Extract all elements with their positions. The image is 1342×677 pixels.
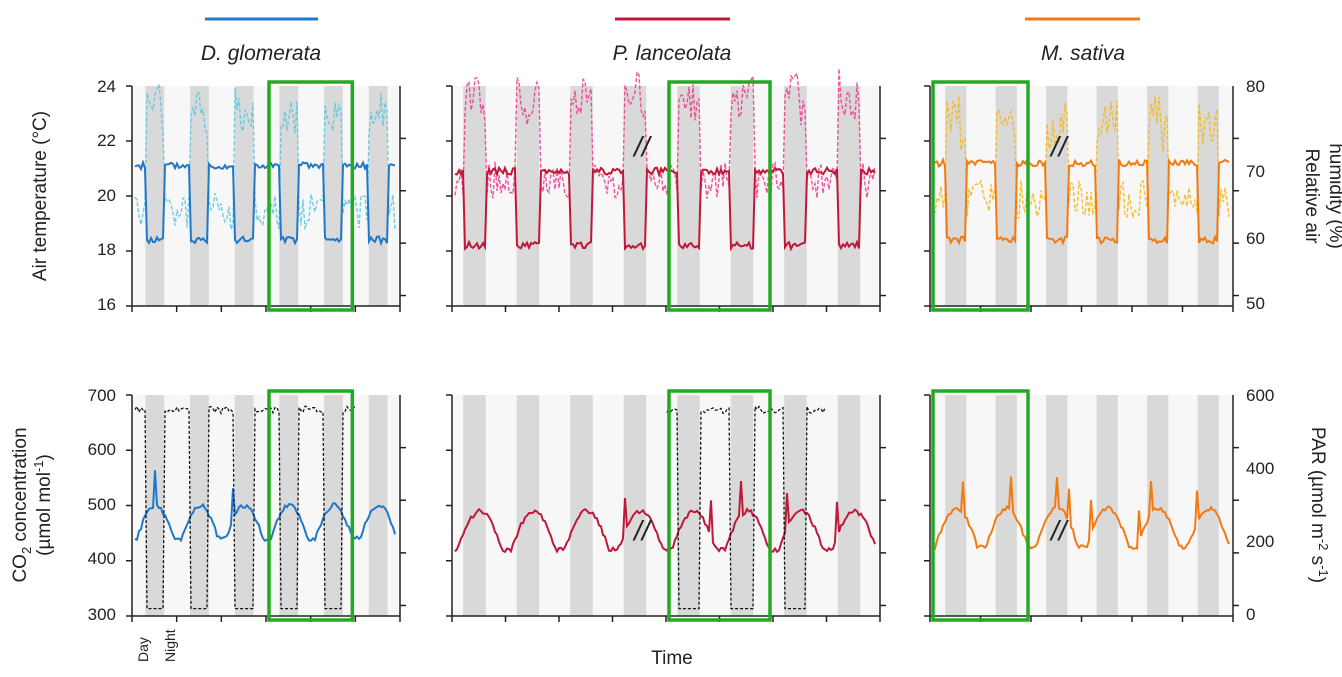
night-band <box>516 86 540 306</box>
tick-label: 16 <box>97 295 116 314</box>
night-band <box>463 86 486 306</box>
night-band <box>463 395 486 616</box>
highlight-box <box>267 389 355 622</box>
panel-top-2: // <box>924 80 1239 312</box>
tick-label: 400 <box>1246 459 1274 478</box>
par-line <box>666 404 826 610</box>
axis-break-mark: // <box>632 131 653 162</box>
panel-bottom-1: // <box>446 389 886 622</box>
co2-axis-label-line2: (µmol mol-1) <box>31 454 55 556</box>
temperature-line <box>932 156 1230 246</box>
night-band <box>570 395 593 616</box>
tick-label: 60 <box>1246 229 1265 248</box>
night-band <box>324 86 343 306</box>
species-title-m-sativa: M. sativa <box>1041 42 1125 65</box>
night-band <box>570 86 593 306</box>
night-band <box>1096 395 1118 616</box>
tick-label: 80 <box>1246 77 1265 96</box>
night-band <box>190 86 209 306</box>
night-band <box>837 86 861 306</box>
tick-label: 600 <box>1246 386 1274 405</box>
night-band <box>945 86 967 306</box>
tick-label: 600 <box>88 440 116 459</box>
night-band <box>516 395 540 616</box>
day-label: Day <box>135 637 151 662</box>
night-band <box>368 86 388 306</box>
night-band <box>234 395 254 616</box>
co2-line <box>454 480 876 554</box>
panel-bottom-2: // <box>924 389 1239 622</box>
axis-break-mark: // <box>632 515 653 546</box>
left-top-tick-labels: 24 22 20 18 16 <box>97 77 116 314</box>
night-band <box>623 395 647 616</box>
right-top-axis-label: Relative air humidity (%) <box>1301 143 1342 249</box>
right-top-axis-label-line2: humidity (%) <box>1325 143 1342 249</box>
night-band <box>730 86 754 306</box>
x-axis-label: Time <box>651 648 693 669</box>
left-top-axis-label: Air temperature (°C) <box>30 111 51 281</box>
night-band <box>145 395 165 616</box>
species-title-p-lanceolata: P. lanceolata <box>613 42 732 65</box>
night-band <box>784 395 807 616</box>
highlight-box <box>931 80 1030 312</box>
tick-label: 24 <box>97 77 116 96</box>
co2-line <box>932 476 1230 551</box>
tick-label: 70 <box>1246 162 1265 181</box>
left-bottom-tick-labels: 700 600 500 400 300 <box>88 386 116 624</box>
highlight-box <box>667 389 772 622</box>
night-band <box>623 86 647 306</box>
panel-bottom-0 <box>126 389 406 622</box>
tick-label: 300 <box>88 605 116 624</box>
highlight-box <box>931 389 1030 622</box>
night-band <box>1046 395 1068 616</box>
night-band <box>279 86 299 306</box>
tick-label: 500 <box>88 495 116 514</box>
night-band <box>234 86 254 306</box>
panels-layer: // // // // <box>126 68 1239 622</box>
tick-label: 200 <box>1246 532 1274 551</box>
tick-label: 20 <box>97 186 116 205</box>
night-band <box>995 395 1017 616</box>
highlight-box <box>667 80 772 312</box>
humidity-line <box>454 68 876 200</box>
axis-break-mark: // <box>1049 515 1070 546</box>
tick-label: 700 <box>88 386 116 405</box>
highlight-box <box>267 80 355 312</box>
night-band <box>677 86 700 306</box>
night-label: Night <box>162 629 178 662</box>
night-band <box>995 86 1017 306</box>
axis-break-mark: // <box>1049 131 1070 162</box>
co2-axis-label-line1: CO2 concentration <box>10 427 34 582</box>
tick-label: 18 <box>97 240 116 259</box>
right-top-axis-label-line1: Relative air <box>1301 148 1322 244</box>
panel-top-1: // <box>446 68 886 312</box>
par-axis-label: PAR (µmol m-2 s-1) <box>1307 427 1331 583</box>
night-band <box>1147 395 1169 616</box>
night-band <box>945 395 967 616</box>
tick-label: 400 <box>88 549 116 568</box>
tick-label: 0 <box>1246 605 1255 624</box>
night-band <box>324 395 343 616</box>
night-band <box>1096 86 1118 306</box>
left-bottom-axis-label: CO2 concentration (µmol mol-1) <box>10 427 55 582</box>
par-line <box>134 405 355 610</box>
right-top-tick-labels: 80 70 60 50 <box>1246 77 1265 313</box>
tick-label: 22 <box>97 131 116 150</box>
panel-top-0 <box>126 80 406 312</box>
night-band <box>190 395 209 616</box>
night-band <box>1046 86 1068 306</box>
night-band <box>145 86 165 306</box>
night-band <box>837 395 861 616</box>
night-band <box>1197 395 1219 616</box>
species-title-d-glomerata: D. glomerata <box>201 42 321 65</box>
right-bottom-tick-labels: 600 400 200 0 <box>1246 386 1274 624</box>
night-band <box>784 86 807 306</box>
night-band <box>677 395 700 616</box>
temperature-line <box>454 165 876 252</box>
tick-label: 50 <box>1246 294 1265 313</box>
